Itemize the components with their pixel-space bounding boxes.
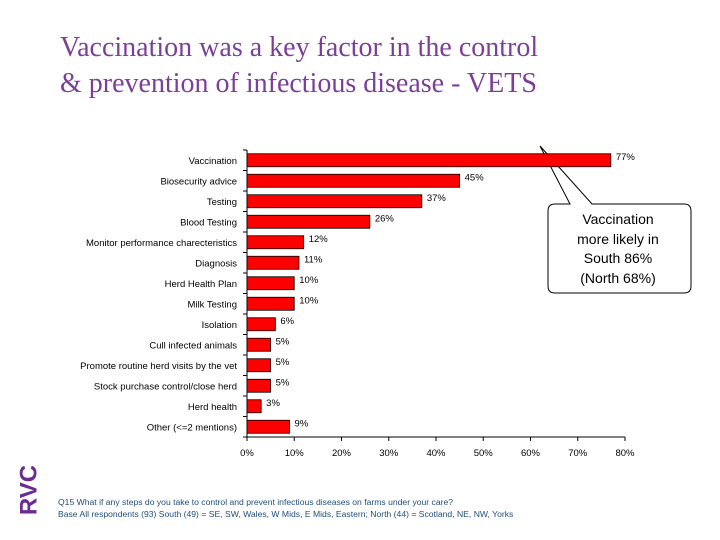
bar	[246, 378, 272, 393]
logo-text: RVC	[16, 465, 43, 515]
category-label: Herd Health Plan	[165, 279, 237, 290]
category-label: Blood Testing	[180, 217, 237, 228]
x-tick-label: 40%	[426, 448, 446, 459]
value-label: 11%	[304, 254, 323, 265]
value-label: 5%	[276, 377, 290, 388]
category-label: Other (<=2 mentions)	[147, 422, 237, 433]
category-label: Cull infected animals	[149, 340, 237, 351]
slide-title: Vaccination was a key factor in the cont…	[60, 30, 700, 102]
bar	[246, 173, 461, 188]
x-tick-label: 80%	[615, 448, 635, 459]
rvc-logo: RVC	[16, 465, 43, 515]
x-tick-label: 70%	[568, 448, 588, 459]
bar	[246, 358, 272, 373]
value-label: 26%	[375, 213, 395, 224]
value-label: 5%	[276, 336, 290, 347]
bar	[246, 235, 305, 250]
category-label: Herd health	[188, 402, 237, 413]
value-label: 6%	[280, 316, 294, 327]
bar	[246, 296, 295, 311]
category-label: Diagnosis	[195, 258, 237, 269]
x-tick-label: 20%	[332, 448, 352, 459]
callout-line-2: more likely in	[577, 230, 659, 247]
x-tick-label: 10%	[285, 448, 305, 459]
bar	[246, 337, 272, 352]
value-label: 45%	[465, 172, 485, 183]
category-label: Monitor performance charecteristics	[86, 238, 237, 249]
category-label: Testing	[207, 197, 237, 208]
callout-line-3: South 86%	[583, 250, 653, 266]
value-label: 9%	[295, 418, 309, 429]
callout-line-4: (North 68%)	[580, 269, 656, 286]
bar	[246, 153, 612, 168]
value-label: 10%	[299, 275, 319, 286]
x-tick-label: 0%	[240, 448, 254, 459]
bar	[246, 255, 300, 270]
bar	[246, 214, 371, 229]
footnote-base: Base All respondents (93) South (49) = S…	[58, 509, 514, 519]
x-tick-label: 30%	[379, 448, 399, 459]
callout-box	[539, 145, 692, 294]
bar	[246, 194, 423, 209]
bar	[246, 399, 262, 414]
bar	[246, 317, 276, 332]
category-label: Milk Testing	[188, 299, 237, 310]
title-line-1: Vaccination was a key factor in the cont…	[60, 32, 539, 63]
footnote-question: Q15 What if any steps do you take to con…	[58, 497, 454, 507]
x-tick-label: 50%	[474, 448, 494, 459]
category-label: Vaccination	[189, 156, 237, 167]
callout-text: Vaccination more likely in South 86% (No…	[550, 210, 686, 288]
value-label: 3%	[266, 398, 280, 409]
value-label: 37%	[427, 193, 447, 204]
x-tick-label: 60%	[521, 448, 541, 459]
value-label: 12%	[309, 234, 329, 245]
value-label: 77%	[616, 152, 636, 163]
callout-line-1: Vaccination	[582, 211, 654, 227]
category-label: Stock purchase control/close herd	[94, 381, 237, 392]
value-label: 5%	[276, 357, 290, 368]
category-label: Isolation	[202, 320, 237, 331]
title-line-2: & prevention of infectious disease - VET…	[60, 68, 537, 99]
bar	[246, 419, 290, 434]
bar	[246, 276, 295, 291]
value-label: 10%	[299, 295, 319, 306]
footnote: Q15 What if any steps do you take to con…	[58, 496, 678, 520]
category-label: Biosecurity advice	[160, 176, 237, 187]
category-label: Promote routine herd visits by the vet	[80, 361, 237, 372]
